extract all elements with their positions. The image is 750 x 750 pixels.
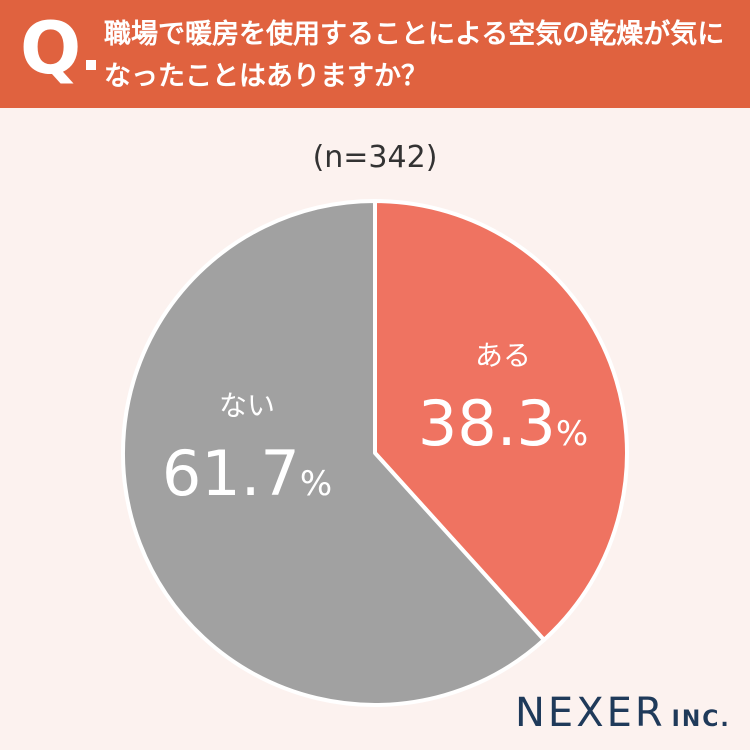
pie-slice-label-2: ない [219, 389, 275, 422]
pie-slice-value-1: 38.3% [418, 387, 588, 460]
pie-slice-label-1: ある [475, 339, 531, 372]
logo-suffix: INC. [671, 707, 731, 732]
sample-size-label: (n=342) [312, 140, 438, 175]
question-header: Q 職場で暖房を使用することによる空気の乾燥が気になったことはありますか？ [0, 0, 750, 108]
pie-slice-value-2: 61.7% [162, 437, 332, 510]
logo-main: NEXER [515, 690, 666, 736]
pie-slice-1 [373, 199, 629, 642]
q-dot [86, 60, 96, 70]
pie-label-group-2: ない 61.7% [162, 389, 332, 510]
pie-label-group-1: ある 38.3% [418, 339, 588, 460]
question-text: 職場で暖房を使用することによる空気の乾燥が気になったことはありますか？ [104, 19, 725, 92]
pie-slice-2 [121, 199, 547, 707]
q-mark: Q [20, 6, 82, 90]
nexer-logo: NEXER INC. [515, 690, 731, 736]
